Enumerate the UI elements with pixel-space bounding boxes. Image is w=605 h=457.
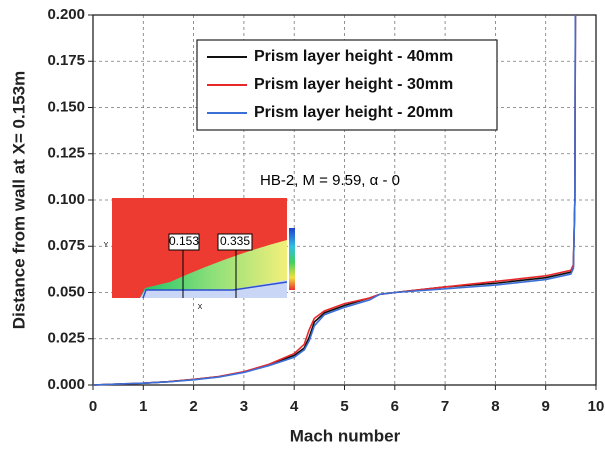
- x-tick-label: 9: [542, 398, 550, 415]
- x-axis-label: Mach number: [290, 426, 401, 445]
- legend-label: Prism layer height - 20mm: [254, 104, 453, 121]
- legend-label: Prism layer height - 40mm: [254, 48, 453, 65]
- series-line: [92, 14, 577, 386]
- x-tick-label: 0: [89, 398, 97, 415]
- y-tick-label: 0.150: [47, 98, 85, 115]
- y-tick-label: 0.000: [47, 376, 85, 393]
- y-tick-label: 0.025: [47, 330, 85, 347]
- y-tick-label: 0.175: [47, 52, 85, 69]
- inset-label: 0.153: [169, 234, 199, 248]
- x-tick-label: 5: [340, 398, 348, 415]
- x-tick-label: 1: [139, 398, 147, 415]
- x-tick-label: 6: [391, 398, 399, 415]
- legend-label: Prism layer height - 30mm: [254, 76, 453, 93]
- y-tick-label: 0.050: [47, 283, 85, 300]
- x-tick-label: 8: [491, 398, 499, 415]
- y-axis-label: Distance from wall at X= 0.153m: [9, 71, 28, 329]
- plot-frame: [92, 14, 597, 386]
- x-tick-label: 7: [441, 398, 449, 415]
- annotation: HB-2, M = 9.59, α - 0: [260, 172, 400, 189]
- inset-wall: [142, 281, 288, 299]
- inset-label-box: [168, 233, 200, 251]
- inset-label-box: [217, 233, 253, 251]
- y-tick-label: 0.125: [47, 145, 85, 162]
- x-tick-label: 3: [240, 398, 248, 415]
- y-tick-label: 0.100: [47, 191, 85, 208]
- x-tick-label: 4: [290, 398, 299, 415]
- inset-colorbar: [289, 228, 295, 290]
- inset: 0.153 0.335 X Y: [104, 198, 295, 311]
- inset-y-label: Y: [104, 242, 109, 249]
- y-tick-label: 0.200: [47, 6, 85, 23]
- inset-wedge: [140, 240, 287, 298]
- inset-x-label: X: [198, 304, 203, 311]
- inset-boundary: [140, 280, 287, 298]
- inset-label: 0.335: [220, 234, 250, 248]
- x-tick-label: 10: [588, 398, 605, 415]
- x-tick-label: 2: [189, 398, 197, 415]
- y-tick-label: 0.075: [47, 237, 85, 254]
- legend: Prism layer height - 40mm Prism layer hei…: [196, 39, 498, 131]
